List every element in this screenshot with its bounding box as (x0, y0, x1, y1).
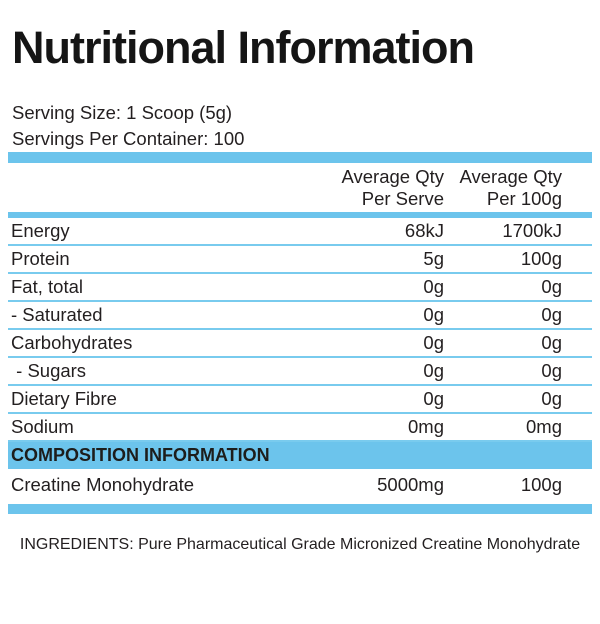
column-header-per-serve: Average Qty Per Serve (324, 166, 446, 210)
row-per-100g-value: 1700kJ (502, 220, 562, 241)
row-per-serve-value: 0g (423, 304, 444, 325)
table-row-sodium: Sodium 0mg 0mg (8, 414, 592, 442)
serving-size-text: Serving Size: 1 Scoop (5g) (12, 102, 233, 123)
row-label: - Saturated (11, 304, 103, 325)
row-label: Energy (11, 220, 70, 241)
row-per-100g-value: 0g (541, 276, 562, 297)
row-per-100g-value: 0g (541, 304, 562, 325)
row-per-100g-value: 0g (541, 388, 562, 409)
serving-info: Serving Size: 1 Scoop (5g) Servings Per … (12, 100, 600, 152)
row-label: Sodium (11, 416, 74, 437)
table-row-carbohydrates: Carbohydrates 0g 0g (8, 330, 592, 358)
divider-bottom (8, 504, 592, 514)
header-spacer (8, 166, 324, 210)
row-label: Fat, total (11, 276, 83, 297)
row-per-serve-value: 5000mg (377, 474, 444, 495)
composition-section-header: COMPOSITION INFORMATION (8, 442, 592, 469)
row-label: Carbohydrates (11, 332, 133, 353)
column-header-line: Per 100g (486, 188, 562, 209)
row-per-serve-value: 0g (423, 360, 444, 381)
row-per-100g-value: 0g (541, 332, 562, 353)
nutrition-table: Average Qty Per Serve Average Qty Per 10… (8, 152, 592, 514)
nutrition-panel: Nutritional Information Serving Size: 1 … (0, 24, 600, 624)
divider-header (8, 212, 592, 218)
row-per-serve-value: 68kJ (404, 220, 444, 241)
table-row-fat-total: Fat, total 0g 0g (8, 274, 592, 302)
table-row-sugars: - Sugars 0g 0g (8, 358, 592, 386)
row-per-serve-value: 0mg (408, 416, 444, 437)
column-header-line: Average Qty (341, 166, 445, 187)
column-header-per-100g: Average Qty Per 100g (446, 166, 592, 210)
table-row-energy: Energy 68kJ 1700kJ (8, 218, 592, 246)
servings-per-container-text: Servings Per Container: 100 (12, 128, 245, 149)
table-header-row: Average Qty Per Serve Average Qty Per 10… (8, 163, 592, 212)
table-row-creatine-monohydrate: Creatine Monohydrate 5000mg 100g (8, 469, 592, 501)
table-row-saturated: - Saturated 0g 0g (8, 302, 592, 330)
row-per-serve-value: 0g (423, 388, 444, 409)
row-per-serve-value: 0g (423, 332, 444, 353)
row-per-100g-value: 0g (541, 360, 562, 381)
table-row-dietary-fibre: Dietary Fibre 0g 0g (8, 386, 592, 414)
row-per-100g-value: 0mg (526, 416, 562, 437)
row-label: Creatine Monohydrate (11, 474, 195, 495)
column-header-line: Average Qty (459, 166, 563, 187)
row-label: - Sugars (11, 360, 87, 381)
divider-top (8, 152, 592, 163)
page-title: Nutritional Information (12, 22, 475, 73)
row-per-100g-value: 100g (520, 248, 562, 269)
row-label: Dietary Fibre (11, 388, 117, 409)
table-row-protein: Protein 5g 100g (8, 246, 592, 274)
ingredients-text: INGREDIENTS: Pure Pharmaceutical Grade M… (19, 536, 581, 553)
row-per-serve-value: 5g (423, 248, 444, 269)
row-per-serve-value: 0g (423, 276, 444, 297)
row-per-100g-value: 100g (520, 474, 562, 495)
row-label: Protein (11, 248, 70, 269)
column-header-line: Per Serve (361, 188, 444, 209)
